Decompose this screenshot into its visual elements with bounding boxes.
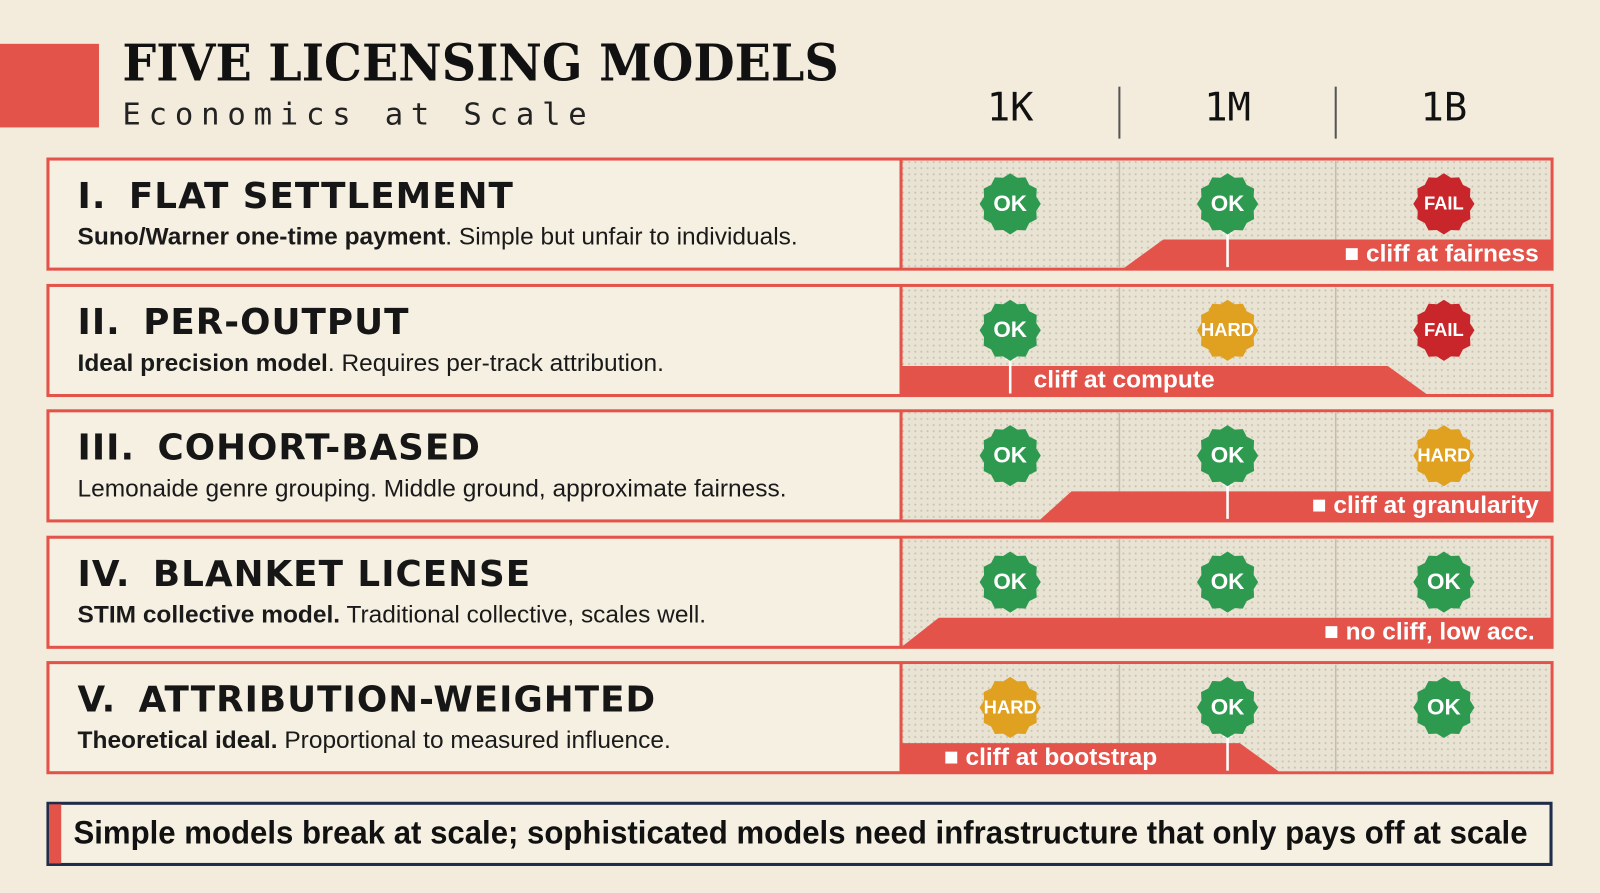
status-label: OK [1211,443,1245,468]
status-badge [1196,551,1259,613]
row-text: Proportional to measured influence. [278,728,671,755]
status-label: OK [993,191,1027,216]
cliff-label: ■ no cliff, low acc. [1324,619,1535,646]
row-description: Lemonaide genre grouping. Middle ground,… [78,476,787,503]
status-label: OK [1211,191,1245,216]
cliff-label: ■ cliff at granularity [1312,492,1539,519]
footer-accent [48,804,62,864]
status-badge [979,425,1041,487]
row-title: IV. BLANKET LICENSE [78,554,532,595]
status-label: OK [993,569,1027,594]
cliff-band [1122,239,1553,270]
cliff-band [1038,491,1553,521]
row-name: PER-OUTPUT [143,302,409,343]
status-label: OK [1427,694,1461,719]
status-label: HARD [1201,319,1254,340]
row-description: STIM collective model. Traditional colle… [78,602,707,629]
accent-block [0,43,99,128]
status-label: OK [993,317,1027,342]
cliff-band [901,743,1281,773]
footer-text: Simple models break at scale; sophistica… [73,814,1527,851]
status-label: FAIL [1424,193,1464,214]
row-description: Theoretical ideal. Proportional to measu… [78,728,671,755]
column-header: 1B [1421,86,1468,131]
status-label: HARD [1417,445,1470,466]
footer-box [46,801,1553,866]
title: FIVE LICENSING MODELS [122,33,838,93]
row-name: BLANKET LICENSE [153,554,531,595]
row-lead: STIM collective model. [78,602,341,629]
status-label: OK [1211,569,1245,594]
cliff-label: ■ cliff at bootstrap [944,744,1157,771]
cliff-band [901,365,1429,396]
row-numeral: IV. [78,554,131,595]
status-label: OK [1211,694,1245,719]
row-text: Traditional collective, scales well. [340,602,706,629]
row-title: V. ATTRIBUTION-WEIGHTED [78,679,657,720]
column-header: 1K [987,86,1034,131]
status-badge [1196,299,1259,361]
status-badge [979,676,1041,739]
status-badge [1413,551,1475,613]
row-lead: Ideal precision model [78,350,328,377]
status-badge [979,173,1041,235]
row-description: Ideal precision model. Requires per-trac… [78,350,664,377]
row-name: COHORT-BASED [158,428,481,469]
cliff-label: cliff at compute [1034,367,1215,394]
row-description: Suno/Warner one-time payment. Simple but… [78,224,798,251]
column-header: 1M [1204,86,1251,131]
status-badge [979,551,1041,613]
row-title: I. FLAT SETTLEMENT [78,176,514,217]
status-badge [1413,299,1475,361]
status-label: FAIL [1424,319,1464,340]
cliff-label: ■ cliff at fairness [1344,240,1538,267]
row-title: III. COHORT-BASED [78,428,481,469]
status-badge [979,299,1041,361]
status-label: HARD [984,696,1037,717]
row-name: ATTRIBUTION-WEIGHTED [139,679,657,720]
row-numeral: I. [78,176,107,217]
status-badge [1413,676,1475,739]
row-name: FLAT SETTLEMENT [129,176,514,217]
row-text: . Simple but unfair to individuals. [445,224,797,251]
row-title: II. PER-OUTPUT [78,302,410,343]
row-lead: Suno/Warner one-time payment [78,224,446,251]
status-badge [1196,425,1259,487]
status-label: OK [1427,569,1461,594]
row-text: . Requires per-track attribution. [328,350,664,377]
row-numeral: II. [78,302,121,343]
status-badge [1413,173,1475,235]
status-badge [1413,425,1475,487]
status-label: OK [993,443,1027,468]
row-numeral: III. [78,428,136,469]
status-badge [1196,676,1259,739]
row-text: Lemonaide genre grouping. Middle ground,… [78,476,787,503]
status-badge [1196,173,1259,235]
cliff-band [901,617,1553,648]
row-numeral: V. [78,679,117,720]
row-lead: Theoretical ideal. [78,728,278,755]
